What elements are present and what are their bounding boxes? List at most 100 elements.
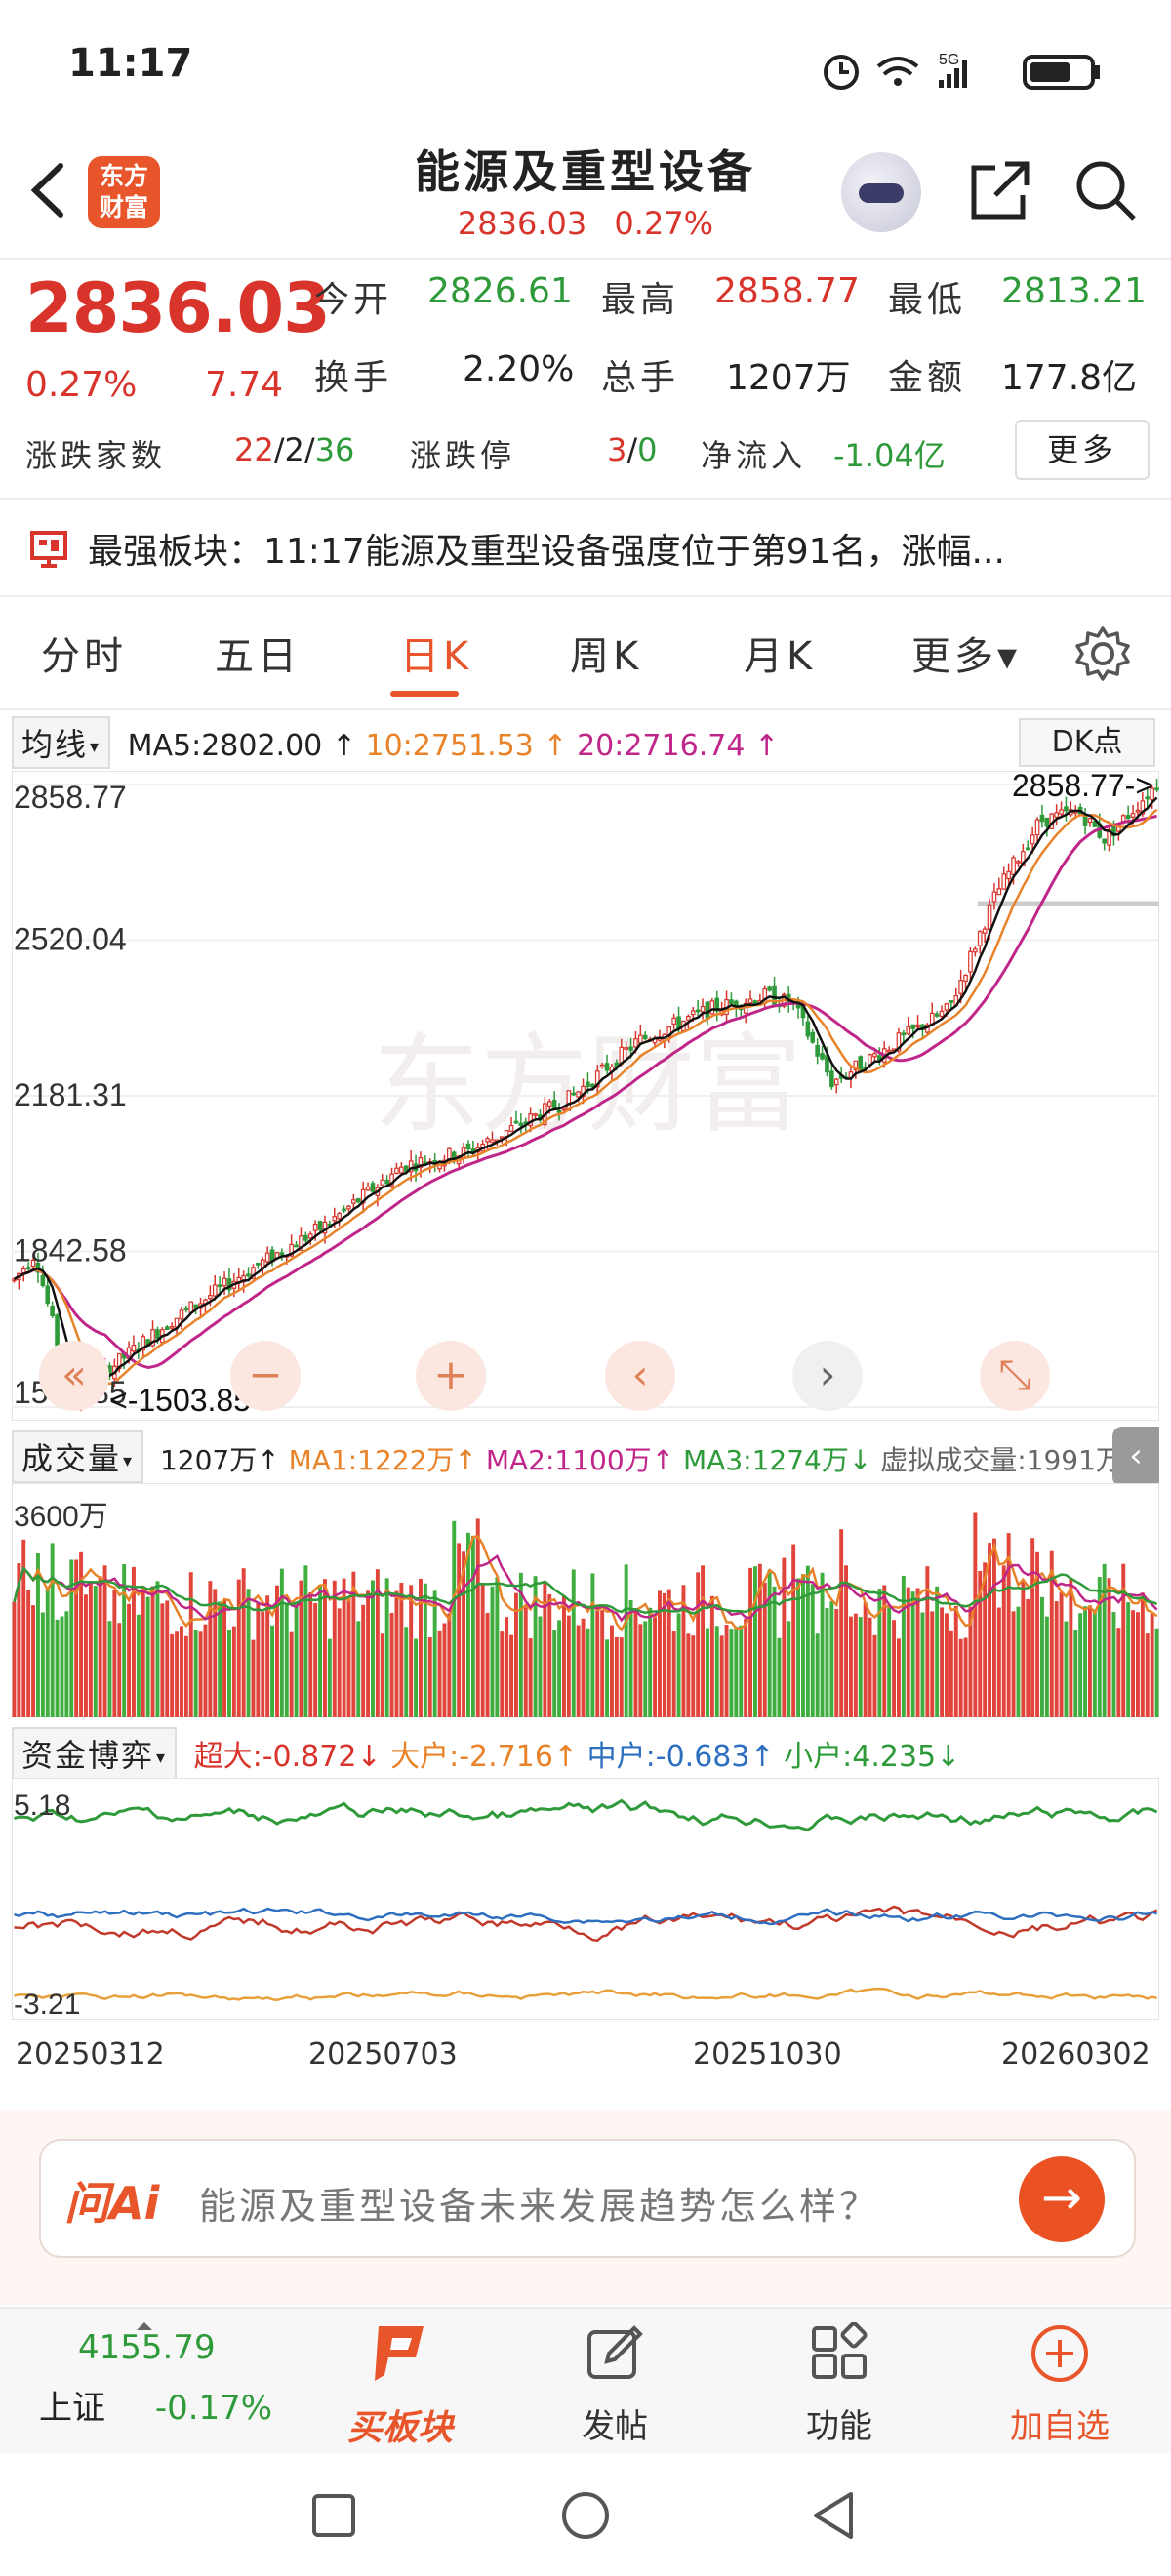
app-logo[interactable]: 东方 财富 <box>88 156 160 228</box>
buy-sector-button[interactable]: 买板块 <box>322 2322 478 2450</box>
candle-body <box>729 999 734 1004</box>
tab-intraday[interactable]: 分时 <box>41 634 127 679</box>
amount-value: 177.8亿 <box>1001 358 1138 398</box>
volume-bar <box>523 1607 528 1717</box>
candle-body <box>556 1109 562 1113</box>
scroll-right-button[interactable]: › <box>792 1341 863 1411</box>
ai-question-text[interactable]: 能源及重型设备未来发展趋势怎么样？ <box>199 2185 880 2228</box>
tab-monthly-k[interactable]: 月K <box>744 634 817 679</box>
more-button[interactable]: 更多 <box>1015 420 1150 480</box>
volume-bar <box>996 1607 1001 1717</box>
candle-body <box>1102 838 1107 844</box>
recent-apps-icon[interactable] <box>310 2492 357 2539</box>
strongest-sector-banner[interactable]: 最强板块：11:17能源及重型设备强度位于第91名，涨幅... <box>29 523 1151 578</box>
volume-bar <box>21 1539 26 1717</box>
system-nav-bar <box>0 2453 1171 2576</box>
ma-selector-label: 均线 <box>21 726 89 763</box>
volume-bar <box>739 1625 744 1717</box>
volume-bar <box>666 1589 671 1717</box>
candle-body <box>709 1000 715 1015</box>
ai-question-box[interactable] <box>39 2139 1136 2258</box>
tab-more[interactable]: 更多▾ <box>911 634 1022 679</box>
zoom-in-button[interactable]: + <box>416 1341 486 1411</box>
assistant-avatar-icon[interactable] <box>841 152 921 232</box>
candle-body <box>346 1205 351 1210</box>
post-button[interactable]: 发帖 <box>537 2322 693 2447</box>
volume-bar <box>155 1581 160 1717</box>
fund-selector[interactable]: 资金博弈 ▾ <box>12 1727 178 1780</box>
fund-flow-chart[interactable]: 5.18 -3.21 <box>12 1778 1159 2020</box>
search-icon[interactable] <box>1071 156 1140 224</box>
volume-bar <box>485 1612 490 1717</box>
volume-bar <box>1150 1613 1154 1717</box>
tab-five-day[interactable]: 五日 <box>215 634 301 679</box>
tab-daily-k[interactable]: 日K <box>400 634 473 679</box>
scroll-left-button[interactable]: ‹ <box>605 1341 675 1411</box>
volume-bar <box>409 1585 414 1717</box>
candle-body <box>150 1329 155 1347</box>
back-nav-icon[interactable] <box>810 2490 857 2541</box>
collapse-panel-icon[interactable]: ‹ <box>1112 1427 1159 1487</box>
volume-bar <box>805 1565 810 1717</box>
candle-body <box>337 1212 342 1220</box>
volume-bar <box>772 1586 777 1717</box>
volume-bar <box>1006 1533 1011 1717</box>
share-icon[interactable] <box>966 156 1034 224</box>
volume-bar <box>610 1625 614 1717</box>
volume-bar <box>1001 1565 1006 1717</box>
logo-text-bottom: 财富 <box>99 193 148 221</box>
candle-body <box>1064 806 1069 812</box>
volume-bar <box>98 1576 102 1717</box>
volume-bar <box>366 1590 371 1717</box>
gear-icon[interactable] <box>1073 624 1132 683</box>
volume-chart[interactable]: 3600万 <box>12 1483 1159 1717</box>
candle-body <box>949 1000 954 1003</box>
volume-bar <box>150 1586 155 1717</box>
ma-selector[interactable]: 均线 ▾ <box>12 716 111 769</box>
fullscreen-icon[interactable]: ⤡ <box>980 1341 1050 1411</box>
candle-body <box>599 1064 605 1067</box>
volume-bar <box>371 1580 375 1717</box>
back-icon[interactable] <box>20 156 78 224</box>
home-icon[interactable] <box>560 2490 611 2541</box>
candle-body <box>586 1081 590 1087</box>
volume-bar <box>787 1621 791 1717</box>
date-label: 20250312 <box>16 2037 165 2072</box>
candle-body <box>1016 861 1021 864</box>
volume-bar <box>753 1566 757 1717</box>
candle-body <box>958 980 963 994</box>
fund-bottom-label: -3.21 <box>14 1989 80 2020</box>
open-label: 今开 <box>314 280 393 320</box>
kline-chart[interactable]: 东方财富 2858.772520.042181.311842.581503.85… <box>12 771 1159 1421</box>
volume-bar <box>552 1630 557 1717</box>
volume-bar <box>538 1616 543 1717</box>
divider <box>0 595 1171 597</box>
turnover-label: 换手 <box>314 358 393 398</box>
volume-bar <box>361 1604 366 1717</box>
functions-button[interactable]: 功能 <box>761 2321 917 2447</box>
limit-label: 涨跌停 <box>410 437 516 474</box>
zoom-out-button[interactable]: − <box>230 1341 301 1411</box>
tab-weekly-k[interactable]: 周K <box>570 634 643 679</box>
index-ticker[interactable]: 4155.79 上证 -0.17% <box>39 2322 293 2429</box>
candle-body <box>212 1284 218 1297</box>
volume-bar <box>380 1633 384 1717</box>
volume-bar <box>241 1568 246 1717</box>
volume-bar <box>973 1512 978 1717</box>
add-watchlist-button[interactable]: 加自选 <box>982 2322 1138 2447</box>
volume-bar <box>180 1626 183 1717</box>
rewind-button[interactable]: « <box>39 1341 109 1411</box>
volume-bar <box>165 1600 170 1717</box>
arrow-right-icon[interactable]: → <box>1019 2156 1105 2242</box>
grid-icon <box>812 2321 868 2379</box>
candle-body <box>1145 796 1151 800</box>
volume-bar <box>963 1637 968 1717</box>
candle-body <box>222 1277 227 1287</box>
volume-bar <box>815 1633 820 1717</box>
volume-bar <box>36 1553 40 1717</box>
volume-bar <box>748 1567 753 1717</box>
volume-selector[interactable]: 成交量 ▾ <box>12 1430 144 1483</box>
dk-point-button[interactable]: DK点 <box>1019 718 1155 767</box>
candle-body <box>40 1274 46 1286</box>
breadth-flat: 2 <box>284 431 304 468</box>
